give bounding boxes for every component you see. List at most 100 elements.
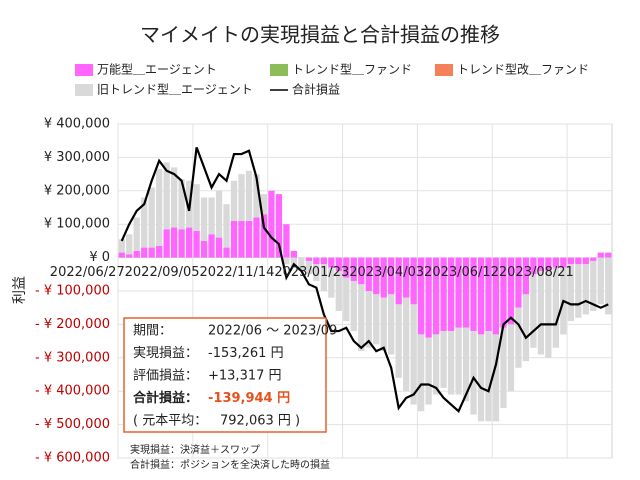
legend-swatch [75,84,93,96]
summary-value: +13,317 円 [208,369,282,384]
bar [582,264,589,315]
y-tick-label: - ¥ 300,000 [35,350,110,365]
bar [335,270,342,312]
bar [290,257,298,268]
bar [485,257,492,332]
bar [403,257,410,298]
bar [305,260,313,275]
bar [275,194,283,258]
bar [215,190,223,238]
line [120,146,609,414]
bar [530,257,537,275]
bar [507,257,515,325]
y-tick-label: ¥ 0 [89,250,110,265]
bar [320,264,327,291]
x-tick-label: 2023/01/23 [274,265,349,280]
bar [462,257,470,328]
bar [410,304,417,405]
summary-label: ( 元本平均： [133,414,207,429]
bar [440,331,447,388]
bar [365,257,372,291]
bar [156,245,163,258]
bar [126,254,133,258]
legend-label: 合計損益 [292,82,340,97]
x-tick-label: 2023/08/21 [499,265,574,280]
footnote: 合計損益：ポジションを全決済した時の損益 [130,458,330,471]
bar [335,257,342,271]
bar [425,257,432,338]
summary-label: 評価損益： [133,369,198,384]
bar [365,291,372,348]
bar [253,174,260,218]
summary-value: -139,944 円 [208,391,290,406]
bar [470,257,477,332]
bar [440,257,447,332]
bar [141,197,148,248]
footnote: 実現損益：決済益＋スワップ [130,443,260,456]
bar [500,257,507,328]
bar [193,184,200,231]
bar [253,217,260,258]
bar [260,214,268,258]
bar [545,270,552,358]
bar [537,270,545,355]
bar [447,257,455,332]
bar [141,247,148,258]
bar [373,257,380,295]
bar [148,247,155,258]
bar [605,252,612,258]
bar [447,331,455,395]
bar [298,257,305,271]
bar [290,250,298,258]
bar [200,240,208,258]
bar [552,257,560,268]
bar [223,247,230,258]
bar [425,337,432,405]
legend-label: 旧トレンド型＿エージェント [97,83,253,97]
bar [485,331,492,422]
bar [492,334,500,422]
bar [118,252,125,258]
bar [163,162,170,230]
bar [470,331,477,415]
bar [200,197,208,241]
y-tick-label: ¥ 200,000 [44,183,110,198]
bar [170,167,178,228]
bar [462,327,470,402]
bar [597,257,604,305]
bar [313,257,320,265]
bar [477,334,485,422]
bar [455,327,462,395]
bar [268,190,275,258]
x-tick-label: 2023/04/03 [349,265,424,280]
legend-label: トレンド型＿ファンド [292,63,412,77]
bar [245,220,253,258]
bar [522,257,530,295]
bar [238,174,245,221]
x-tick-label: 2022/06/27 [50,265,125,280]
bar [567,257,574,265]
bar [395,304,402,378]
bar [133,250,140,258]
legend-label: 万能型＿エージェント [97,63,217,77]
bar [133,217,140,251]
bar [537,257,545,271]
bar [163,229,170,258]
bar [148,187,155,248]
bar [530,274,537,348]
y-tick-label: - ¥ 200,000 [35,317,110,332]
bar [350,257,357,281]
x-tick-label: 2023/06/12 [424,265,499,280]
bar [358,284,365,352]
legend-swatch [435,64,453,76]
bar [373,294,380,345]
bar [567,264,574,322]
bar [185,227,193,258]
summary-value: -153,261 円 [208,346,284,361]
bar [605,257,612,315]
legend-label: トレンド型改＿ファンド [457,63,589,77]
bar [260,194,268,215]
bar [118,239,125,253]
bar [305,257,313,261]
